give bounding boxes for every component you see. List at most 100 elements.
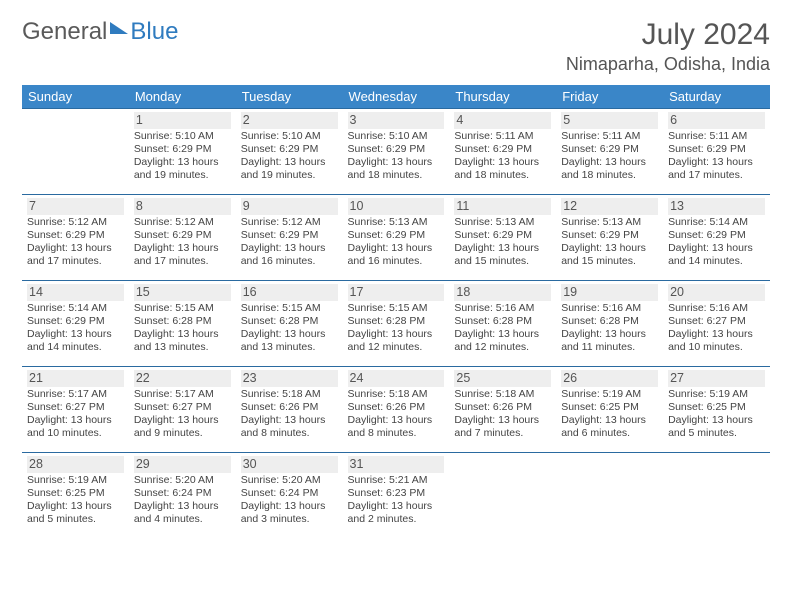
calendar-week-row: 28Sunrise: 5:19 AMSunset: 6:25 PMDayligh… <box>22 453 770 539</box>
day-number: 12 <box>561 198 658 215</box>
calendar-week-row: 14Sunrise: 5:14 AMSunset: 6:29 PMDayligh… <box>22 281 770 367</box>
day-details: Sunrise: 5:13 AMSunset: 6:29 PMDaylight:… <box>348 216 445 269</box>
calendar-day-cell: 7Sunrise: 5:12 AMSunset: 6:29 PMDaylight… <box>22 195 129 281</box>
day-number: 26 <box>561 370 658 387</box>
day-number: 20 <box>668 284 765 301</box>
title-block: July 2024 Nimaparha, Odisha, India <box>566 18 770 75</box>
calendar-day-cell <box>663 453 770 539</box>
header: General Blue July 2024 Nimaparha, Odisha… <box>22 18 770 75</box>
day-details: Sunrise: 5:15 AMSunset: 6:28 PMDaylight:… <box>134 302 231 355</box>
day-number: 4 <box>454 112 551 129</box>
calendar-day-cell: 4Sunrise: 5:11 AMSunset: 6:29 PMDaylight… <box>449 109 556 195</box>
day-details: Sunrise: 5:16 AMSunset: 6:27 PMDaylight:… <box>668 302 765 355</box>
day-number: 7 <box>27 198 124 215</box>
calendar-day-cell: 13Sunrise: 5:14 AMSunset: 6:29 PMDayligh… <box>663 195 770 281</box>
day-details: Sunrise: 5:12 AMSunset: 6:29 PMDaylight:… <box>241 216 338 269</box>
calendar-day-cell: 9Sunrise: 5:12 AMSunset: 6:29 PMDaylight… <box>236 195 343 281</box>
weekday-header: Tuesday <box>236 85 343 109</box>
calendar-day-cell: 2Sunrise: 5:10 AMSunset: 6:29 PMDaylight… <box>236 109 343 195</box>
calendar-day-cell: 20Sunrise: 5:16 AMSunset: 6:27 PMDayligh… <box>663 281 770 367</box>
weekday-header: Sunday <box>22 85 129 109</box>
day-details: Sunrise: 5:10 AMSunset: 6:29 PMDaylight:… <box>348 130 445 183</box>
day-details: Sunrise: 5:13 AMSunset: 6:29 PMDaylight:… <box>561 216 658 269</box>
calendar-day-cell: 17Sunrise: 5:15 AMSunset: 6:28 PMDayligh… <box>343 281 450 367</box>
day-details: Sunrise: 5:18 AMSunset: 6:26 PMDaylight:… <box>241 388 338 441</box>
logo-triangle-icon <box>110 22 128 34</box>
day-number: 23 <box>241 370 338 387</box>
calendar-week-row: 1Sunrise: 5:10 AMSunset: 6:29 PMDaylight… <box>22 109 770 195</box>
calendar-day-cell: 26Sunrise: 5:19 AMSunset: 6:25 PMDayligh… <box>556 367 663 453</box>
day-details: Sunrise: 5:20 AMSunset: 6:24 PMDaylight:… <box>134 474 231 527</box>
logo-text-1: General <box>22 18 107 46</box>
day-details: Sunrise: 5:16 AMSunset: 6:28 PMDaylight:… <box>561 302 658 355</box>
day-details: Sunrise: 5:17 AMSunset: 6:27 PMDaylight:… <box>134 388 231 441</box>
month-title: July 2024 <box>566 18 770 52</box>
day-details: Sunrise: 5:14 AMSunset: 6:29 PMDaylight:… <box>27 302 124 355</box>
logo: General Blue <box>22 18 178 46</box>
day-details: Sunrise: 5:11 AMSunset: 6:29 PMDaylight:… <box>454 130 551 183</box>
day-number: 10 <box>348 198 445 215</box>
calendar-day-cell: 15Sunrise: 5:15 AMSunset: 6:28 PMDayligh… <box>129 281 236 367</box>
day-number: 31 <box>348 456 445 473</box>
weekday-header: Wednesday <box>343 85 450 109</box>
day-number: 13 <box>668 198 765 215</box>
calendar-day-cell: 14Sunrise: 5:14 AMSunset: 6:29 PMDayligh… <box>22 281 129 367</box>
day-details: Sunrise: 5:19 AMSunset: 6:25 PMDaylight:… <box>561 388 658 441</box>
day-number: 25 <box>454 370 551 387</box>
calendar-table: SundayMondayTuesdayWednesdayThursdayFrid… <box>22 85 770 539</box>
calendar-body: 1Sunrise: 5:10 AMSunset: 6:29 PMDaylight… <box>22 109 770 539</box>
day-number: 27 <box>668 370 765 387</box>
day-number: 24 <box>348 370 445 387</box>
calendar-day-cell: 3Sunrise: 5:10 AMSunset: 6:29 PMDaylight… <box>343 109 450 195</box>
calendar-day-cell: 27Sunrise: 5:19 AMSunset: 6:25 PMDayligh… <box>663 367 770 453</box>
day-details: Sunrise: 5:18 AMSunset: 6:26 PMDaylight:… <box>348 388 445 441</box>
day-number: 18 <box>454 284 551 301</box>
day-details: Sunrise: 5:17 AMSunset: 6:27 PMDaylight:… <box>27 388 124 441</box>
calendar-week-row: 21Sunrise: 5:17 AMSunset: 6:27 PMDayligh… <box>22 367 770 453</box>
calendar-day-cell: 11Sunrise: 5:13 AMSunset: 6:29 PMDayligh… <box>449 195 556 281</box>
day-details: Sunrise: 5:14 AMSunset: 6:29 PMDaylight:… <box>668 216 765 269</box>
day-details: Sunrise: 5:12 AMSunset: 6:29 PMDaylight:… <box>134 216 231 269</box>
weekday-header: Monday <box>129 85 236 109</box>
day-details: Sunrise: 5:20 AMSunset: 6:24 PMDaylight:… <box>241 474 338 527</box>
calendar-day-cell <box>449 453 556 539</box>
day-details: Sunrise: 5:18 AMSunset: 6:26 PMDaylight:… <box>454 388 551 441</box>
location-text: Nimaparha, Odisha, India <box>566 54 770 75</box>
day-number: 11 <box>454 198 551 215</box>
day-number: 1 <box>134 112 231 129</box>
day-number: 6 <box>668 112 765 129</box>
calendar-day-cell: 23Sunrise: 5:18 AMSunset: 6:26 PMDayligh… <box>236 367 343 453</box>
calendar-head: SundayMondayTuesdayWednesdayThursdayFrid… <box>22 85 770 109</box>
day-details: Sunrise: 5:11 AMSunset: 6:29 PMDaylight:… <box>561 130 658 183</box>
day-details: Sunrise: 5:19 AMSunset: 6:25 PMDaylight:… <box>668 388 765 441</box>
day-details: Sunrise: 5:21 AMSunset: 6:23 PMDaylight:… <box>348 474 445 527</box>
calendar-day-cell: 29Sunrise: 5:20 AMSunset: 6:24 PMDayligh… <box>129 453 236 539</box>
day-number: 17 <box>348 284 445 301</box>
calendar-day-cell: 10Sunrise: 5:13 AMSunset: 6:29 PMDayligh… <box>343 195 450 281</box>
day-details: Sunrise: 5:19 AMSunset: 6:25 PMDaylight:… <box>27 474 124 527</box>
calendar-day-cell: 5Sunrise: 5:11 AMSunset: 6:29 PMDaylight… <box>556 109 663 195</box>
calendar-day-cell: 16Sunrise: 5:15 AMSunset: 6:28 PMDayligh… <box>236 281 343 367</box>
calendar-day-cell: 8Sunrise: 5:12 AMSunset: 6:29 PMDaylight… <box>129 195 236 281</box>
day-details: Sunrise: 5:13 AMSunset: 6:29 PMDaylight:… <box>454 216 551 269</box>
day-details: Sunrise: 5:16 AMSunset: 6:28 PMDaylight:… <box>454 302 551 355</box>
day-details: Sunrise: 5:10 AMSunset: 6:29 PMDaylight:… <box>134 130 231 183</box>
calendar-day-cell: 6Sunrise: 5:11 AMSunset: 6:29 PMDaylight… <box>663 109 770 195</box>
day-number: 19 <box>561 284 658 301</box>
weekday-header: Friday <box>556 85 663 109</box>
calendar-day-cell: 12Sunrise: 5:13 AMSunset: 6:29 PMDayligh… <box>556 195 663 281</box>
calendar-week-row: 7 Sunrise: 5:12 AMSunset: 6:29 PMDaylight… <box>22 195 770 281</box>
weekday-row: SundayMondayTuesdayWednesdayThursdayFrid… <box>22 85 770 109</box>
logo-text-2: Blue <box>130 18 178 46</box>
day-details: Sunrise: 5:10 AMSunset: 6:29 PMDaylight:… <box>241 130 338 183</box>
calendar-day-cell: 21Sunrise: 5:17 AMSunset: 6:27 PMDayligh… <box>22 367 129 453</box>
day-number: 14 <box>27 284 124 301</box>
day-details: Sunrise: 5:15 AMSunset: 6:28 PMDaylight:… <box>241 302 338 355</box>
day-number: 3 <box>348 112 445 129</box>
calendar-day-cell: 22Sunrise: 5:17 AMSunset: 6:27 PMDayligh… <box>129 367 236 453</box>
weekday-header: Saturday <box>663 85 770 109</box>
calendar-day-cell: 30Sunrise: 5:20 AMSunset: 6:24 PMDayligh… <box>236 453 343 539</box>
calendar-day-cell: 24Sunrise: 5:18 AMSunset: 6:26 PMDayligh… <box>343 367 450 453</box>
calendar-day-cell: 19Sunrise: 5:16 AMSunset: 6:28 PMDayligh… <box>556 281 663 367</box>
day-number: 29 <box>134 456 231 473</box>
